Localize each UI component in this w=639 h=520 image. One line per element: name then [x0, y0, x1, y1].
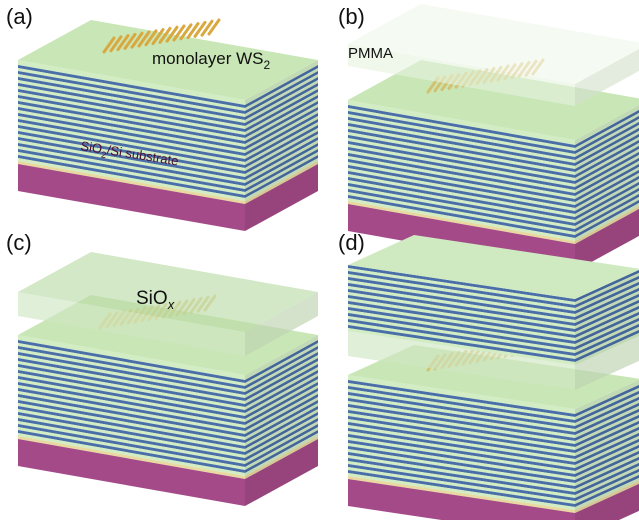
annotation-text: SiO: [136, 288, 168, 309]
annotation-text: monolayer WS: [152, 49, 263, 68]
shapes: [18, 4, 639, 520]
panel-label: (d): [338, 230, 365, 255]
figure: (a) (b) (c) (d) monolayer WS2 SiO2/Si su…: [0, 0, 639, 520]
annotation: PMMA: [348, 45, 393, 62]
panel-label: (c): [6, 230, 32, 255]
annotation-subscript: x: [167, 297, 175, 312]
annotation-subscript: 2: [263, 58, 270, 72]
panel-label: (b): [338, 4, 365, 29]
panel-label: (a): [6, 4, 33, 29]
